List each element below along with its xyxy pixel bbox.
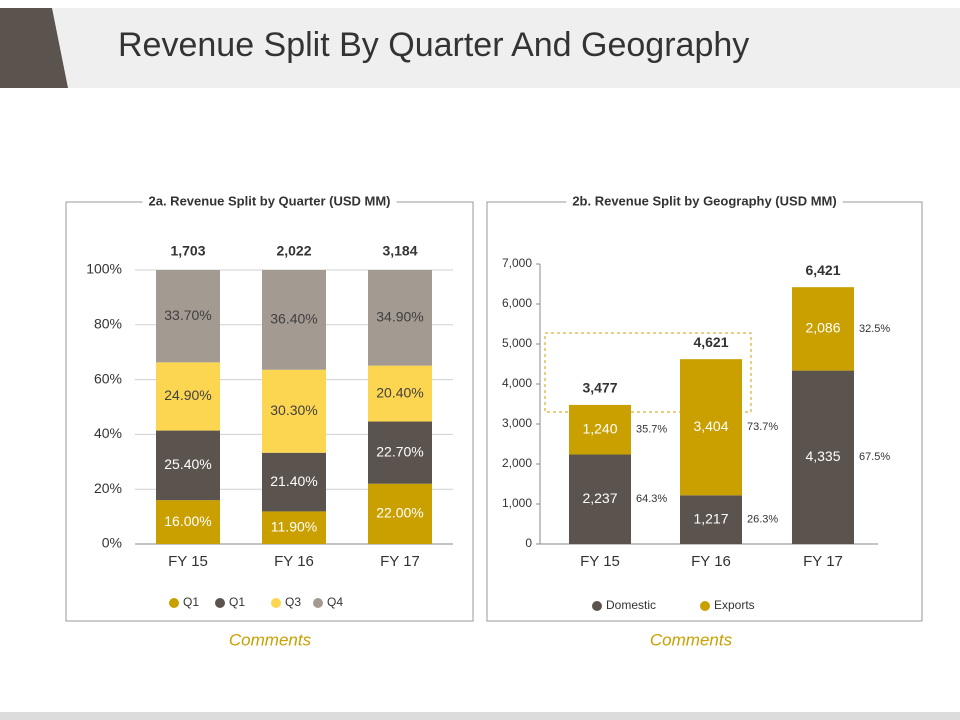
legend-label: Domestic [606,598,656,612]
title-backdrop [142,200,397,204]
share-label: 32.5% [859,323,890,335]
y-tick-label: 40% [94,425,122,441]
footer-band [0,712,960,720]
chart-title: 2a. Revenue Split by Quarter (USD MM) [149,193,391,208]
bar-segment [792,287,854,371]
value-label: 1,240 [582,420,617,436]
value-label: 22.70% [376,443,423,459]
legend-label: Q3 [285,595,301,609]
value-label: 30.30% [270,402,317,418]
header-band [0,8,960,88]
legend-swatch [271,598,281,608]
bar-segment [680,495,742,544]
chart-title: 2b. Revenue Split by Geography (USD MM) [572,193,836,208]
x-tick-label: FY 16 [274,553,314,570]
y-tick-label: 60% [94,370,122,386]
total-label: 2,022 [276,243,311,259]
legend-swatch [215,598,225,608]
value-label: 34.90% [376,309,423,325]
bar-segment [368,365,432,422]
total-label: 3,184 [382,243,417,259]
value-label: 24.90% [164,387,211,403]
value-label: 1,217 [693,510,728,526]
y-tick-label: 1,000 [502,496,532,510]
value-label: 3,404 [693,418,728,434]
slide-title: Revenue Split By Quarter And Geography [118,26,749,64]
y-tick-label: 0 [525,536,532,550]
x-tick-label: FY 17 [803,553,843,570]
legend-label: Q1 [183,595,199,609]
value-label: 21.40% [270,473,317,489]
y-tick-label: 100% [86,261,122,277]
share-label: 73.7% [747,421,778,433]
value-label: 33.70% [164,307,211,323]
value-label: 20.40% [376,384,423,400]
legend-label: Q1 [229,595,245,609]
bar-segment [156,270,220,363]
bar-segment [569,454,631,544]
share-label: 35.7% [636,424,667,436]
legend-swatch [169,598,179,608]
bar-segment [156,430,220,501]
y-tick-label: 2,000 [502,456,532,470]
y-tick-label: 6,000 [502,296,532,310]
bar-segment [262,452,326,512]
legend-swatch [700,601,710,611]
y-tick-label: 20% [94,480,122,496]
bar-segment [156,500,220,544]
value-label: 16.00% [164,513,211,529]
bar-segment [156,362,220,431]
total-label: 3,477 [582,380,617,396]
comments: Comments [650,630,733,649]
value-label: 36.40% [270,311,317,327]
total-label: 4,621 [693,334,728,350]
share-label: 67.5% [859,451,890,463]
x-tick-label: FY 16 [691,553,731,570]
share-label: 26.3% [747,514,778,526]
highlight-box [544,332,752,413]
value-label: 2,086 [805,320,840,336]
comments: Comments [229,630,312,649]
y-tick-label: 7,000 [502,256,532,270]
bar-segment [569,404,631,455]
y-tick-label: 5,000 [502,336,532,350]
title-backdrop [566,200,843,204]
legend-label: Exports [714,598,755,612]
x-tick-label: FY 15 [580,553,620,570]
bar-segment [262,270,326,370]
value-label: 4,335 [805,448,840,464]
bar-segment [368,483,432,544]
y-tick-label: 4,000 [502,376,532,390]
bar-segment [368,270,432,366]
x-tick-label: FY 15 [168,553,208,570]
bar-segment [680,359,742,496]
y-tick-label: 80% [94,316,122,332]
bar-segment [368,421,432,484]
value-label: 11.90% [271,518,317,534]
value-label: 22.00% [376,505,423,521]
total-label: 1,703 [170,243,205,259]
y-tick-label: 3,000 [502,416,532,430]
bar-segment [262,369,326,453]
legend-swatch [313,598,323,608]
x-tick-label: FY 17 [380,553,420,570]
value-label: 25.40% [164,456,211,472]
share-label: 64.3% [636,493,667,505]
value-label: 2,237 [582,490,617,506]
bar-segment [792,370,854,544]
legend-label: Q4 [327,595,343,609]
bar-segment [262,511,326,544]
legend-swatch [592,601,602,611]
header-accent [0,8,68,88]
y-tick-label: 0% [102,535,122,551]
total-label: 6,421 [805,262,840,278]
